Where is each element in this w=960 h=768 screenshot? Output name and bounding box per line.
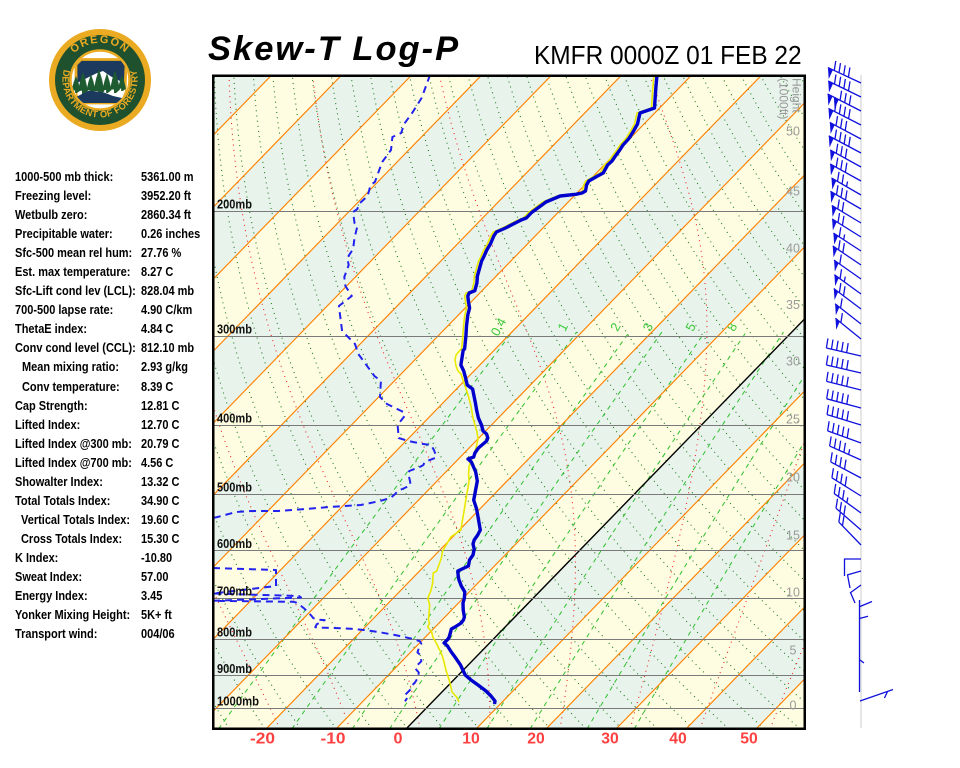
svg-text:Height: Height (790, 78, 804, 113)
svg-text:0.4: 0.4 (488, 315, 510, 338)
svg-text:10: 10 (462, 731, 480, 748)
svg-text:-20: -20 (250, 731, 275, 748)
svg-text:30: 30 (786, 355, 800, 369)
svg-text:300mb: 300mb (217, 322, 252, 337)
svg-text:700mb: 700mb (217, 583, 252, 598)
svg-text:40: 40 (669, 731, 687, 748)
svg-text:25: 25 (786, 413, 800, 427)
svg-text:10: 10 (786, 586, 800, 600)
svg-text:0: 0 (394, 731, 403, 748)
svg-text:50: 50 (740, 731, 758, 748)
svg-text:5: 5 (790, 644, 797, 658)
svg-text:20: 20 (786, 471, 800, 485)
svg-text:50: 50 (786, 125, 800, 139)
svg-text:15: 15 (786, 529, 800, 543)
svg-text:45: 45 (786, 185, 800, 199)
svg-text:0: 0 (790, 699, 797, 713)
svg-text:500mb: 500mb (217, 479, 252, 494)
svg-text:600mb: 600mb (217, 536, 252, 551)
svg-text:-10: -10 (321, 731, 346, 748)
svg-text:800mb: 800mb (217, 625, 252, 640)
svg-text:20: 20 (527, 731, 545, 748)
svg-text:200mb: 200mb (217, 197, 252, 212)
svg-text:30: 30 (601, 731, 619, 748)
svg-text:35: 35 (786, 298, 800, 312)
svg-text:400mb: 400mb (217, 411, 252, 426)
svg-text:1000mb: 1000mb (217, 694, 259, 709)
svg-text:900mb: 900mb (217, 661, 252, 676)
svg-text:40: 40 (786, 242, 800, 256)
svg-text:(1000ft): (1000ft) (777, 78, 791, 119)
